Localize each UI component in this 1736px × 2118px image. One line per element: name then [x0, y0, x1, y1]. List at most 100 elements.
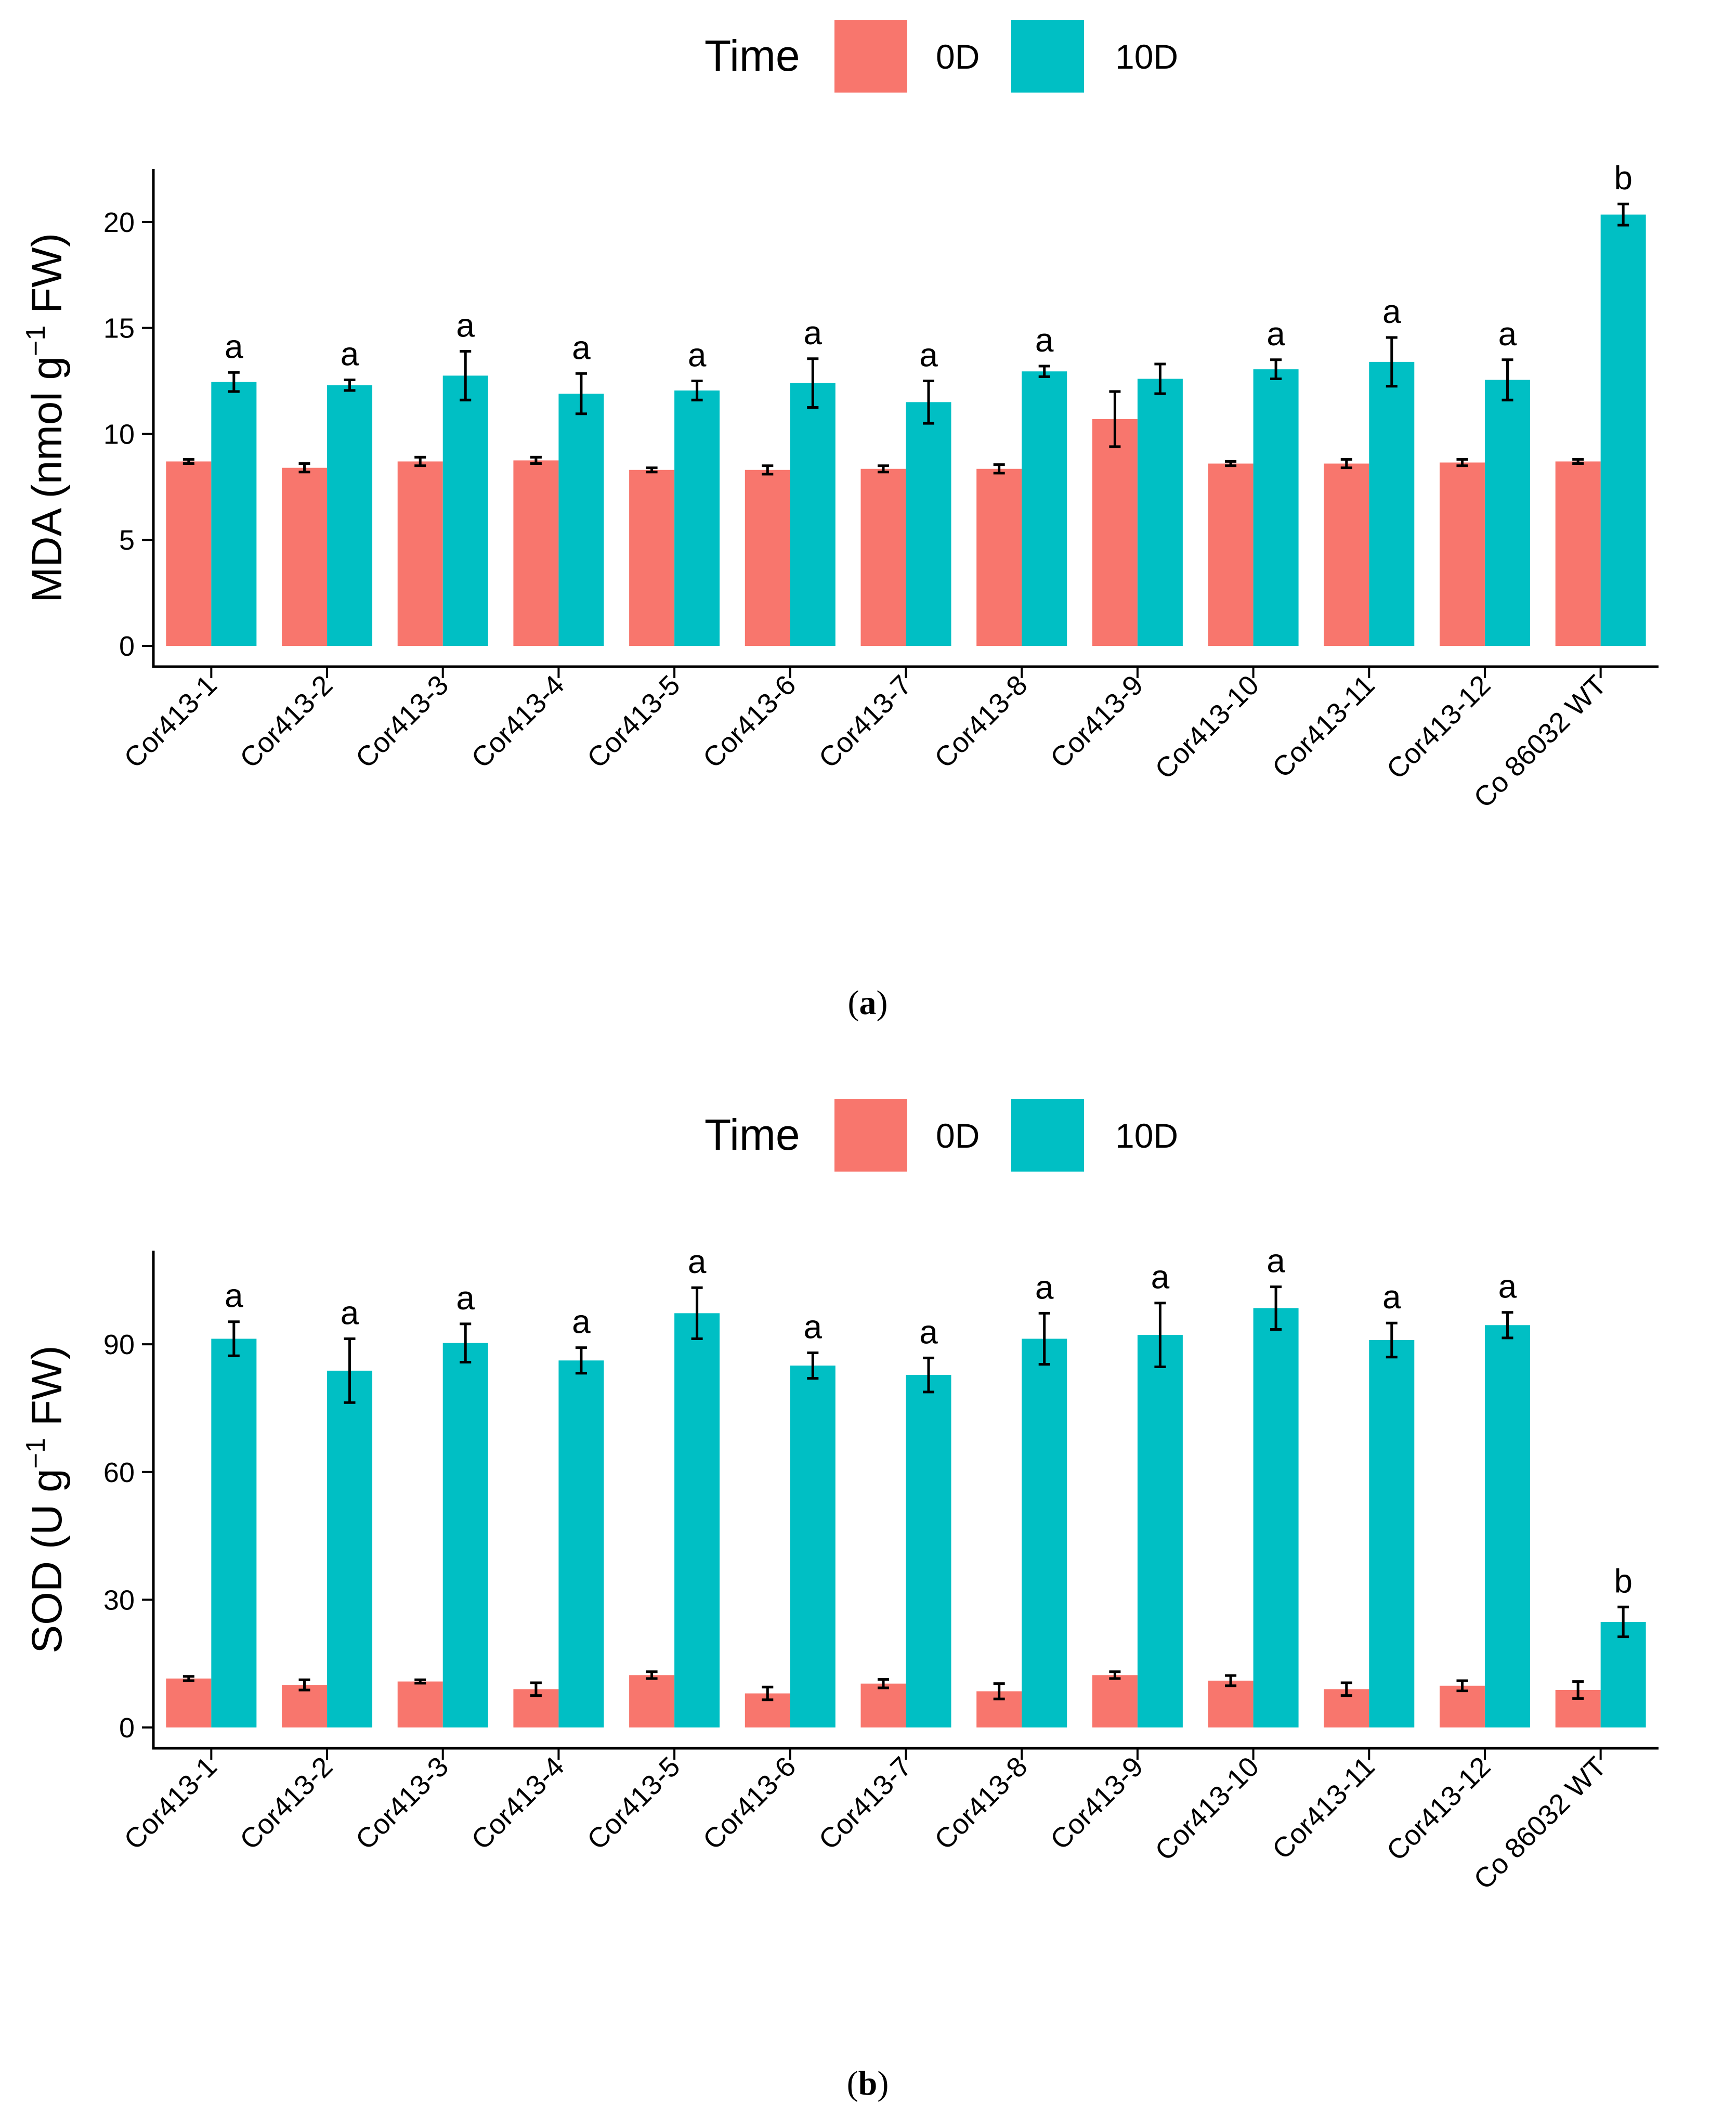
- significance-letter: a: [1035, 1268, 1054, 1306]
- bar-0D: [976, 469, 1022, 646]
- significance-letter: a: [1382, 1278, 1401, 1316]
- y-tick-label: 15: [103, 313, 135, 344]
- bar-10D: [442, 1343, 488, 1727]
- bar-0D: [282, 467, 328, 646]
- significance-letter: a: [572, 1303, 591, 1341]
- bar-0D: [1208, 463, 1254, 646]
- y-tick-label: 90: [103, 1329, 135, 1360]
- bar-0D: [1208, 1680, 1254, 1727]
- error-bar-10D: [575, 372, 587, 415]
- x-tick-label: Cor413-12: [1381, 669, 1497, 785]
- error-bar-10D: [923, 1356, 934, 1394]
- bar-10D: [1600, 1621, 1646, 1727]
- bar-10D: [1253, 1308, 1299, 1727]
- significance-letter: a: [341, 335, 359, 373]
- bar-10D: [1484, 1325, 1530, 1727]
- error-bar-0D: [530, 456, 542, 465]
- significance-letter: b: [1614, 159, 1633, 197]
- significance-letter: a: [804, 314, 823, 352]
- x-tick-label: Cor413-6: [697, 669, 802, 774]
- significance-letter: a: [1267, 1242, 1285, 1280]
- y-tick-label: 0: [119, 631, 135, 662]
- significance-letter: a: [688, 336, 707, 374]
- significance-letter: a: [1267, 315, 1285, 353]
- legend-title: Time: [704, 31, 800, 80]
- error-bar-0D: [646, 466, 658, 474]
- error-bar-0D: [1109, 1670, 1121, 1680]
- error-bar-0D: [1225, 460, 1237, 467]
- bar-10D: [1137, 379, 1183, 646]
- error-bar-0D: [762, 464, 774, 476]
- significance-letter: a: [225, 1277, 243, 1315]
- bar-10D: [211, 382, 257, 646]
- error-bar-10D: [1617, 1605, 1629, 1639]
- error-bar-0D: [1109, 390, 1121, 448]
- legend-label-10D: 10D: [1115, 37, 1178, 76]
- bar-0D: [282, 1685, 328, 1727]
- significance-letter: a: [1498, 315, 1517, 353]
- significance-letter: a: [456, 306, 475, 344]
- error-bar-10D: [1038, 1311, 1050, 1366]
- bar-0D: [1439, 1685, 1485, 1727]
- y-tick-label: 20: [103, 207, 135, 238]
- y-axis-title: MDA (nmol g−1 FW): [21, 233, 71, 603]
- x-tick-label: Cor413-1: [118, 669, 223, 774]
- legend: Time 0D 10D: [704, 1099, 1178, 1172]
- error-bar-0D: [414, 456, 426, 467]
- bar-10D: [790, 383, 836, 646]
- significance-letter: a: [688, 1243, 707, 1280]
- bar-0D: [629, 470, 675, 646]
- bar-0D: [860, 469, 906, 646]
- bar-10D: [442, 375, 488, 646]
- bar-0D: [397, 1681, 443, 1727]
- x-tick-label: Cor413-4: [465, 669, 570, 774]
- error-bar-0D: [993, 463, 1005, 475]
- legend-key-0D: [834, 1099, 907, 1172]
- bar-10D: [211, 1339, 257, 1727]
- x-tick-label: Cor413-2: [234, 669, 339, 774]
- bar-10D: [1022, 1339, 1067, 1727]
- x-tick-label: Cor413-3: [350, 1751, 455, 1856]
- error-bar-10D: [344, 379, 356, 392]
- x-tick-label: Cor413-5: [581, 669, 686, 774]
- bar-0D: [1324, 463, 1369, 646]
- bar-0D: [860, 1683, 906, 1727]
- error-bar-10D: [1038, 365, 1050, 378]
- error-bar-10D: [1270, 358, 1282, 380]
- panel-caption: (b): [847, 2064, 889, 2102]
- error-bar-0D: [414, 1678, 426, 1685]
- bar-10D: [790, 1366, 836, 1727]
- x-tick-label: Cor413-11: [1267, 669, 1381, 784]
- error-bar-0D: [1456, 1679, 1468, 1693]
- bar-10D: [1600, 214, 1646, 646]
- bar-10D: [674, 1313, 720, 1727]
- bar-10D: [906, 402, 951, 646]
- bar-10D: [327, 1370, 373, 1727]
- error-bar-0D: [1340, 1681, 1352, 1697]
- x-tick-label: Cor413-7: [813, 1751, 918, 1856]
- significance-letter: a: [804, 1308, 823, 1346]
- error-bar-0D: [1572, 1680, 1584, 1700]
- significance-letter: a: [1382, 293, 1401, 330]
- x-tick-label: Cor413-4: [465, 1751, 570, 1856]
- significance-letter: a: [225, 328, 243, 365]
- legend-key-10D: [1011, 1099, 1084, 1172]
- chart-panel-b: Time 0D 10D 0 30 60 90 SOD (U g−1 FW) a Cor413-1 a…: [21, 1099, 1659, 2102]
- x-tick-label: Cor413-9: [1045, 1751, 1150, 1856]
- bar-0D: [1555, 461, 1601, 646]
- x-tick-label: Cor413-10: [1149, 669, 1265, 785]
- y-tick-label: 10: [103, 419, 135, 450]
- bar-10D: [558, 1360, 604, 1727]
- legend-key-0D: [834, 20, 907, 93]
- error-bar-10D: [1154, 1302, 1166, 1369]
- bar-10D: [1369, 361, 1415, 646]
- error-bar-10D: [1617, 202, 1629, 227]
- error-bar-10D: [1154, 362, 1166, 395]
- bar-0D: [1439, 462, 1485, 646]
- error-bar-10D: [691, 1286, 703, 1340]
- significance-letter: a: [341, 1294, 359, 1331]
- x-tick-label: Cor413-8: [929, 669, 1034, 774]
- y-tick-label: 0: [119, 1712, 135, 1744]
- error-bar-10D: [460, 349, 472, 401]
- x-tick-label: Cor413-1: [118, 1751, 223, 1856]
